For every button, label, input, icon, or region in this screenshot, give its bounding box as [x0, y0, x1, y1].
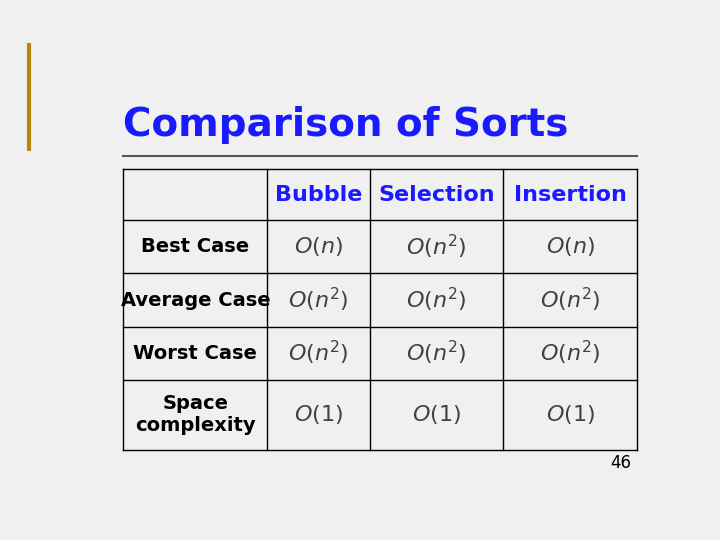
Text: $O(n^2)$: $O(n^2)$ — [406, 339, 467, 367]
Text: Space
complexity: Space complexity — [135, 394, 256, 435]
Text: $O(n)$: $O(n)$ — [546, 235, 595, 259]
Text: $O(1)$: $O(1)$ — [294, 403, 343, 426]
Text: Comparison of Sorts: Comparison of Sorts — [124, 106, 569, 144]
Text: Average Case: Average Case — [120, 291, 270, 309]
Text: Bubble: Bubble — [275, 185, 362, 205]
Text: $O(n^2)$: $O(n^2)$ — [406, 286, 467, 314]
Text: $O(n^2)$: $O(n^2)$ — [540, 339, 600, 367]
Text: Worst Case: Worst Case — [133, 343, 257, 362]
Text: $O(1)$: $O(1)$ — [412, 403, 462, 426]
Text: $O(n^2)$: $O(n^2)$ — [540, 286, 600, 314]
Text: $O(n^2)$: $O(n^2)$ — [288, 339, 348, 367]
Text: $O(1)$: $O(1)$ — [546, 403, 595, 426]
Text: Best Case: Best Case — [141, 238, 249, 256]
Text: $O(n^2)$: $O(n^2)$ — [288, 286, 348, 314]
Text: 46: 46 — [611, 454, 631, 472]
Text: $O(n)$: $O(n)$ — [294, 235, 343, 259]
Text: Selection: Selection — [378, 185, 495, 205]
Text: Insertion: Insertion — [513, 185, 626, 205]
Text: $O(n^2)$: $O(n^2)$ — [406, 233, 467, 261]
